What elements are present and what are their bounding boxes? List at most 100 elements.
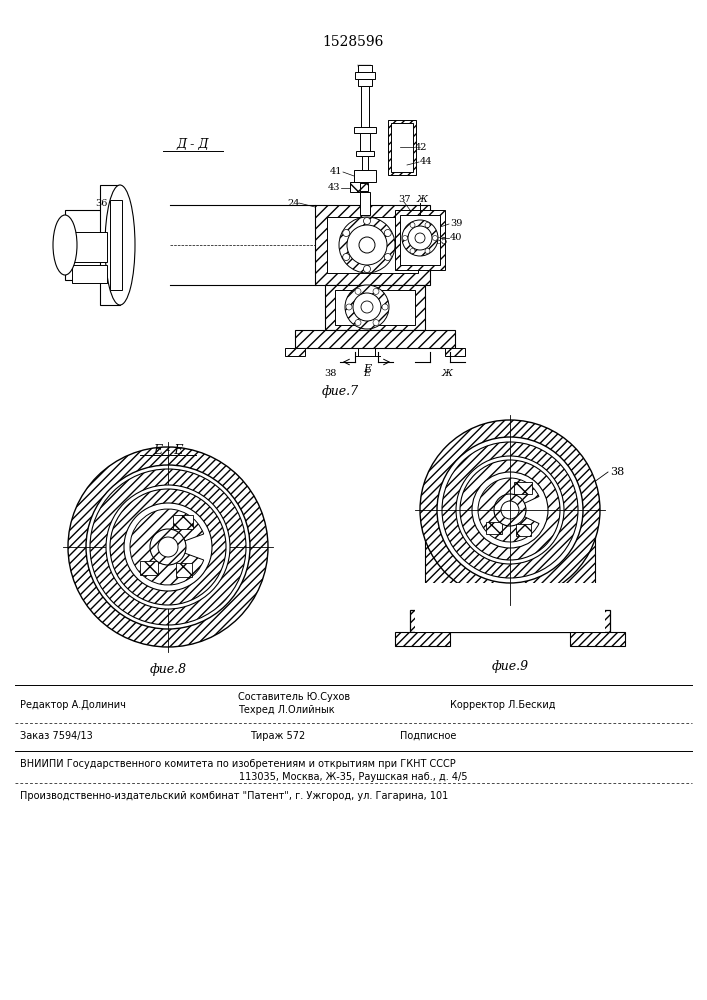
Circle shape bbox=[339, 217, 395, 273]
Bar bbox=[140, 561, 158, 575]
Bar bbox=[400, 215, 440, 265]
Text: E: E bbox=[363, 364, 371, 374]
Bar bbox=[361, 86, 369, 127]
Circle shape bbox=[150, 529, 186, 565]
Circle shape bbox=[355, 320, 361, 326]
Bar bbox=[425, 500, 457, 610]
Bar bbox=[362, 156, 368, 170]
Bar bbox=[391, 123, 413, 172]
Bar bbox=[173, 515, 193, 529]
Circle shape bbox=[158, 537, 178, 557]
Wedge shape bbox=[130, 509, 204, 585]
Bar bbox=[563, 500, 595, 610]
Text: 40: 40 bbox=[450, 233, 462, 242]
Bar bbox=[358, 65, 372, 72]
Circle shape bbox=[472, 472, 548, 548]
Text: Редактор А.Долинич: Редактор А.Долинич bbox=[20, 700, 126, 710]
Text: 38: 38 bbox=[610, 467, 624, 477]
Circle shape bbox=[437, 437, 583, 583]
Circle shape bbox=[68, 447, 268, 647]
Text: фие.9: фие.9 bbox=[491, 660, 529, 673]
Bar bbox=[354, 127, 376, 133]
Text: E: E bbox=[363, 368, 370, 377]
Text: 42: 42 bbox=[415, 142, 428, 151]
Text: Ж: Ж bbox=[416, 196, 428, 205]
Circle shape bbox=[425, 223, 430, 228]
Bar bbox=[354, 170, 376, 182]
Text: 41: 41 bbox=[329, 167, 342, 176]
Text: ВНИИПИ Государственного комитета по изобретениям и открытиям при ГКНТ СССР: ВНИИПИ Государственного комитета по изоб… bbox=[20, 759, 456, 769]
Bar bbox=[110, 200, 122, 290]
Text: 43: 43 bbox=[327, 184, 340, 192]
Text: E - E: E - E bbox=[153, 444, 183, 456]
Text: 113035, Москва, Ж-35, Раушская наб., д. 4/5: 113035, Москва, Ж-35, Раушская наб., д. … bbox=[239, 772, 467, 782]
Text: фие.8: фие.8 bbox=[149, 663, 187, 676]
Circle shape bbox=[408, 226, 432, 250]
Text: Корректор Л.Бескид: Корректор Л.Бескид bbox=[450, 700, 556, 710]
Text: 1528596: 1528596 bbox=[322, 35, 384, 49]
Circle shape bbox=[359, 237, 375, 253]
Bar bbox=[445, 348, 465, 356]
Text: 44: 44 bbox=[420, 157, 433, 166]
Text: 39: 39 bbox=[450, 220, 462, 229]
Text: Подписное: Подписное bbox=[400, 731, 457, 741]
Circle shape bbox=[385, 253, 391, 260]
Circle shape bbox=[347, 225, 387, 265]
Circle shape bbox=[346, 304, 352, 310]
Bar bbox=[327, 217, 418, 273]
Bar bbox=[65, 210, 120, 280]
Bar bbox=[100, 185, 120, 305]
Text: Заказ 7594/13: Заказ 7594/13 bbox=[20, 731, 93, 741]
Text: 38: 38 bbox=[324, 368, 337, 377]
Bar bbox=[388, 120, 416, 175]
Circle shape bbox=[106, 485, 230, 609]
Wedge shape bbox=[478, 478, 539, 542]
Circle shape bbox=[363, 218, 370, 225]
Text: Составитель Ю.Сухов: Составитель Ю.Сухов bbox=[238, 692, 350, 702]
Bar bbox=[514, 482, 532, 494]
Bar bbox=[486, 522, 502, 534]
Bar bbox=[410, 610, 610, 632]
Circle shape bbox=[110, 489, 226, 605]
Circle shape bbox=[385, 230, 391, 236]
Bar bbox=[395, 210, 445, 270]
Bar bbox=[360, 192, 370, 215]
Text: Ж: Ж bbox=[441, 368, 452, 377]
Circle shape bbox=[343, 253, 350, 260]
Circle shape bbox=[494, 494, 526, 526]
Circle shape bbox=[425, 248, 430, 253]
Text: 36: 36 bbox=[95, 198, 108, 208]
Circle shape bbox=[90, 469, 246, 625]
Text: Производственно-издательский комбинат "Патент", г. Ужгород, ул. Гагарина, 101: Производственно-издательский комбинат "П… bbox=[20, 791, 448, 801]
Text: Ж - Ж: Ж - Ж bbox=[490, 444, 530, 456]
Bar bbox=[356, 151, 374, 156]
Bar bbox=[415, 583, 605, 632]
Circle shape bbox=[345, 285, 389, 329]
Ellipse shape bbox=[105, 185, 135, 305]
Bar bbox=[315, 205, 430, 285]
Text: фие.7: фие.7 bbox=[322, 385, 358, 398]
Ellipse shape bbox=[53, 215, 77, 275]
Circle shape bbox=[361, 301, 373, 313]
Bar bbox=[335, 290, 415, 325]
Circle shape bbox=[402, 220, 438, 256]
Circle shape bbox=[343, 230, 350, 236]
Circle shape bbox=[501, 501, 519, 519]
Circle shape bbox=[86, 465, 250, 629]
Circle shape bbox=[353, 293, 381, 321]
Circle shape bbox=[456, 456, 564, 564]
Text: 24: 24 bbox=[288, 198, 300, 208]
Bar bbox=[395, 632, 450, 646]
Bar bbox=[176, 563, 192, 577]
Text: 35: 35 bbox=[435, 237, 448, 246]
Circle shape bbox=[415, 233, 425, 243]
Circle shape bbox=[355, 288, 361, 294]
Bar bbox=[360, 183, 368, 191]
Bar bbox=[295, 330, 455, 348]
Circle shape bbox=[402, 235, 407, 240]
Bar bbox=[516, 524, 531, 536]
Bar bbox=[570, 632, 625, 646]
Circle shape bbox=[373, 320, 379, 326]
Bar bbox=[360, 133, 370, 151]
Circle shape bbox=[382, 304, 388, 310]
